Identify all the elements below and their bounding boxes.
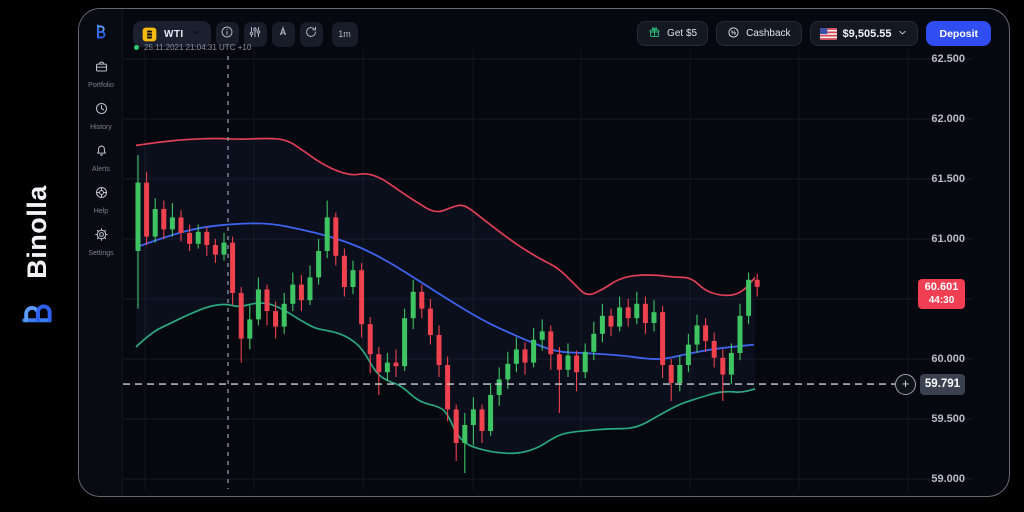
asset-selector[interactable]: WTI	[133, 21, 211, 47]
cashback-button[interactable]: % Cashback	[716, 21, 802, 46]
refresh-icon	[304, 25, 318, 44]
us-flag-icon	[819, 27, 837, 40]
indicators-icon	[248, 25, 262, 44]
history-icon	[94, 101, 109, 121]
current-price-value: 60.601	[924, 281, 959, 294]
sidebar-item-portfolio[interactable]: Portfolio	[79, 53, 123, 95]
sidebar-item-history[interactable]: History	[79, 95, 123, 137]
refresh-button[interactable]	[299, 21, 323, 47]
session-timestamp: 25.11.2021 21:04:31 UTC +10	[134, 43, 251, 52]
sidebar-item-settings[interactable]: Settings	[79, 221, 123, 263]
cashback-icon: %	[727, 26, 740, 42]
toolbar-left: WTI A 1m	[133, 21, 358, 47]
sidebar-item-label: History	[90, 124, 112, 131]
indicators-button[interactable]	[243, 21, 267, 47]
toolbar-right: Get $5 % Cashback $9,505.55 Deposit	[637, 21, 991, 46]
sidebar-item-help[interactable]: Help	[79, 179, 123, 221]
portfolio-icon	[94, 59, 109, 79]
sidebar: Portfolio History Alerts Help Settings	[79, 9, 123, 496]
alerts-icon	[94, 143, 109, 163]
trade-countdown: 44:30	[928, 295, 955, 307]
info-icon	[220, 25, 234, 44]
sidebar-item-label: Alerts	[92, 166, 110, 173]
add-position-button[interactable]: +	[895, 373, 916, 395]
timeframe-button[interactable]: 1m	[331, 21, 358, 47]
gift-icon	[648, 26, 661, 42]
chevron-down-icon	[897, 27, 908, 41]
live-status-dot	[134, 45, 139, 50]
info-button[interactable]	[215, 21, 239, 47]
sidebar-item-label: Portfolio	[88, 82, 114, 89]
help-icon	[94, 185, 109, 205]
balance-value: $9,505.55	[842, 27, 892, 40]
trading-platform-window: Portfolio History Alerts Help Settings WTI A…	[78, 8, 1010, 497]
sidebar-item-label: Settings	[88, 250, 114, 257]
sidebar-item-alerts[interactable]: Alerts	[79, 137, 123, 179]
chevron-down-icon	[191, 25, 202, 43]
settings-icon	[94, 227, 109, 247]
oil-barrel-icon	[142, 27, 157, 42]
asset-symbol: WTI	[164, 28, 184, 40]
brand-block: Binolla	[19, 185, 55, 331]
deposit-button[interactable]: Deposit	[926, 21, 991, 46]
brand-wordmark: Binolla	[21, 185, 52, 279]
binolla-logo-icon	[19, 295, 55, 331]
svg-text:%: %	[731, 30, 736, 36]
brand-rail: Binolla	[0, 0, 78, 512]
candlestick-chart-area[interactable]	[123, 49, 989, 495]
strike-price-badge: 59.791	[920, 373, 965, 395]
drawing-tool-button[interactable]: A	[271, 21, 295, 47]
sidebar-item-label: Help	[93, 208, 109, 215]
current-price-badge: 60.601 44:30	[918, 279, 965, 310]
binolla-sidebar-logo[interactable]	[79, 23, 123, 40]
account-balance-selector[interactable]: $9,505.55	[809, 21, 919, 46]
sidebar-nav: Portfolio History Alerts Help Settings	[79, 53, 123, 263]
get-bonus-button[interactable]: Get $5	[637, 21, 709, 46]
svg-text:A: A	[280, 26, 287, 36]
drawing-tool-icon: A	[276, 25, 290, 44]
